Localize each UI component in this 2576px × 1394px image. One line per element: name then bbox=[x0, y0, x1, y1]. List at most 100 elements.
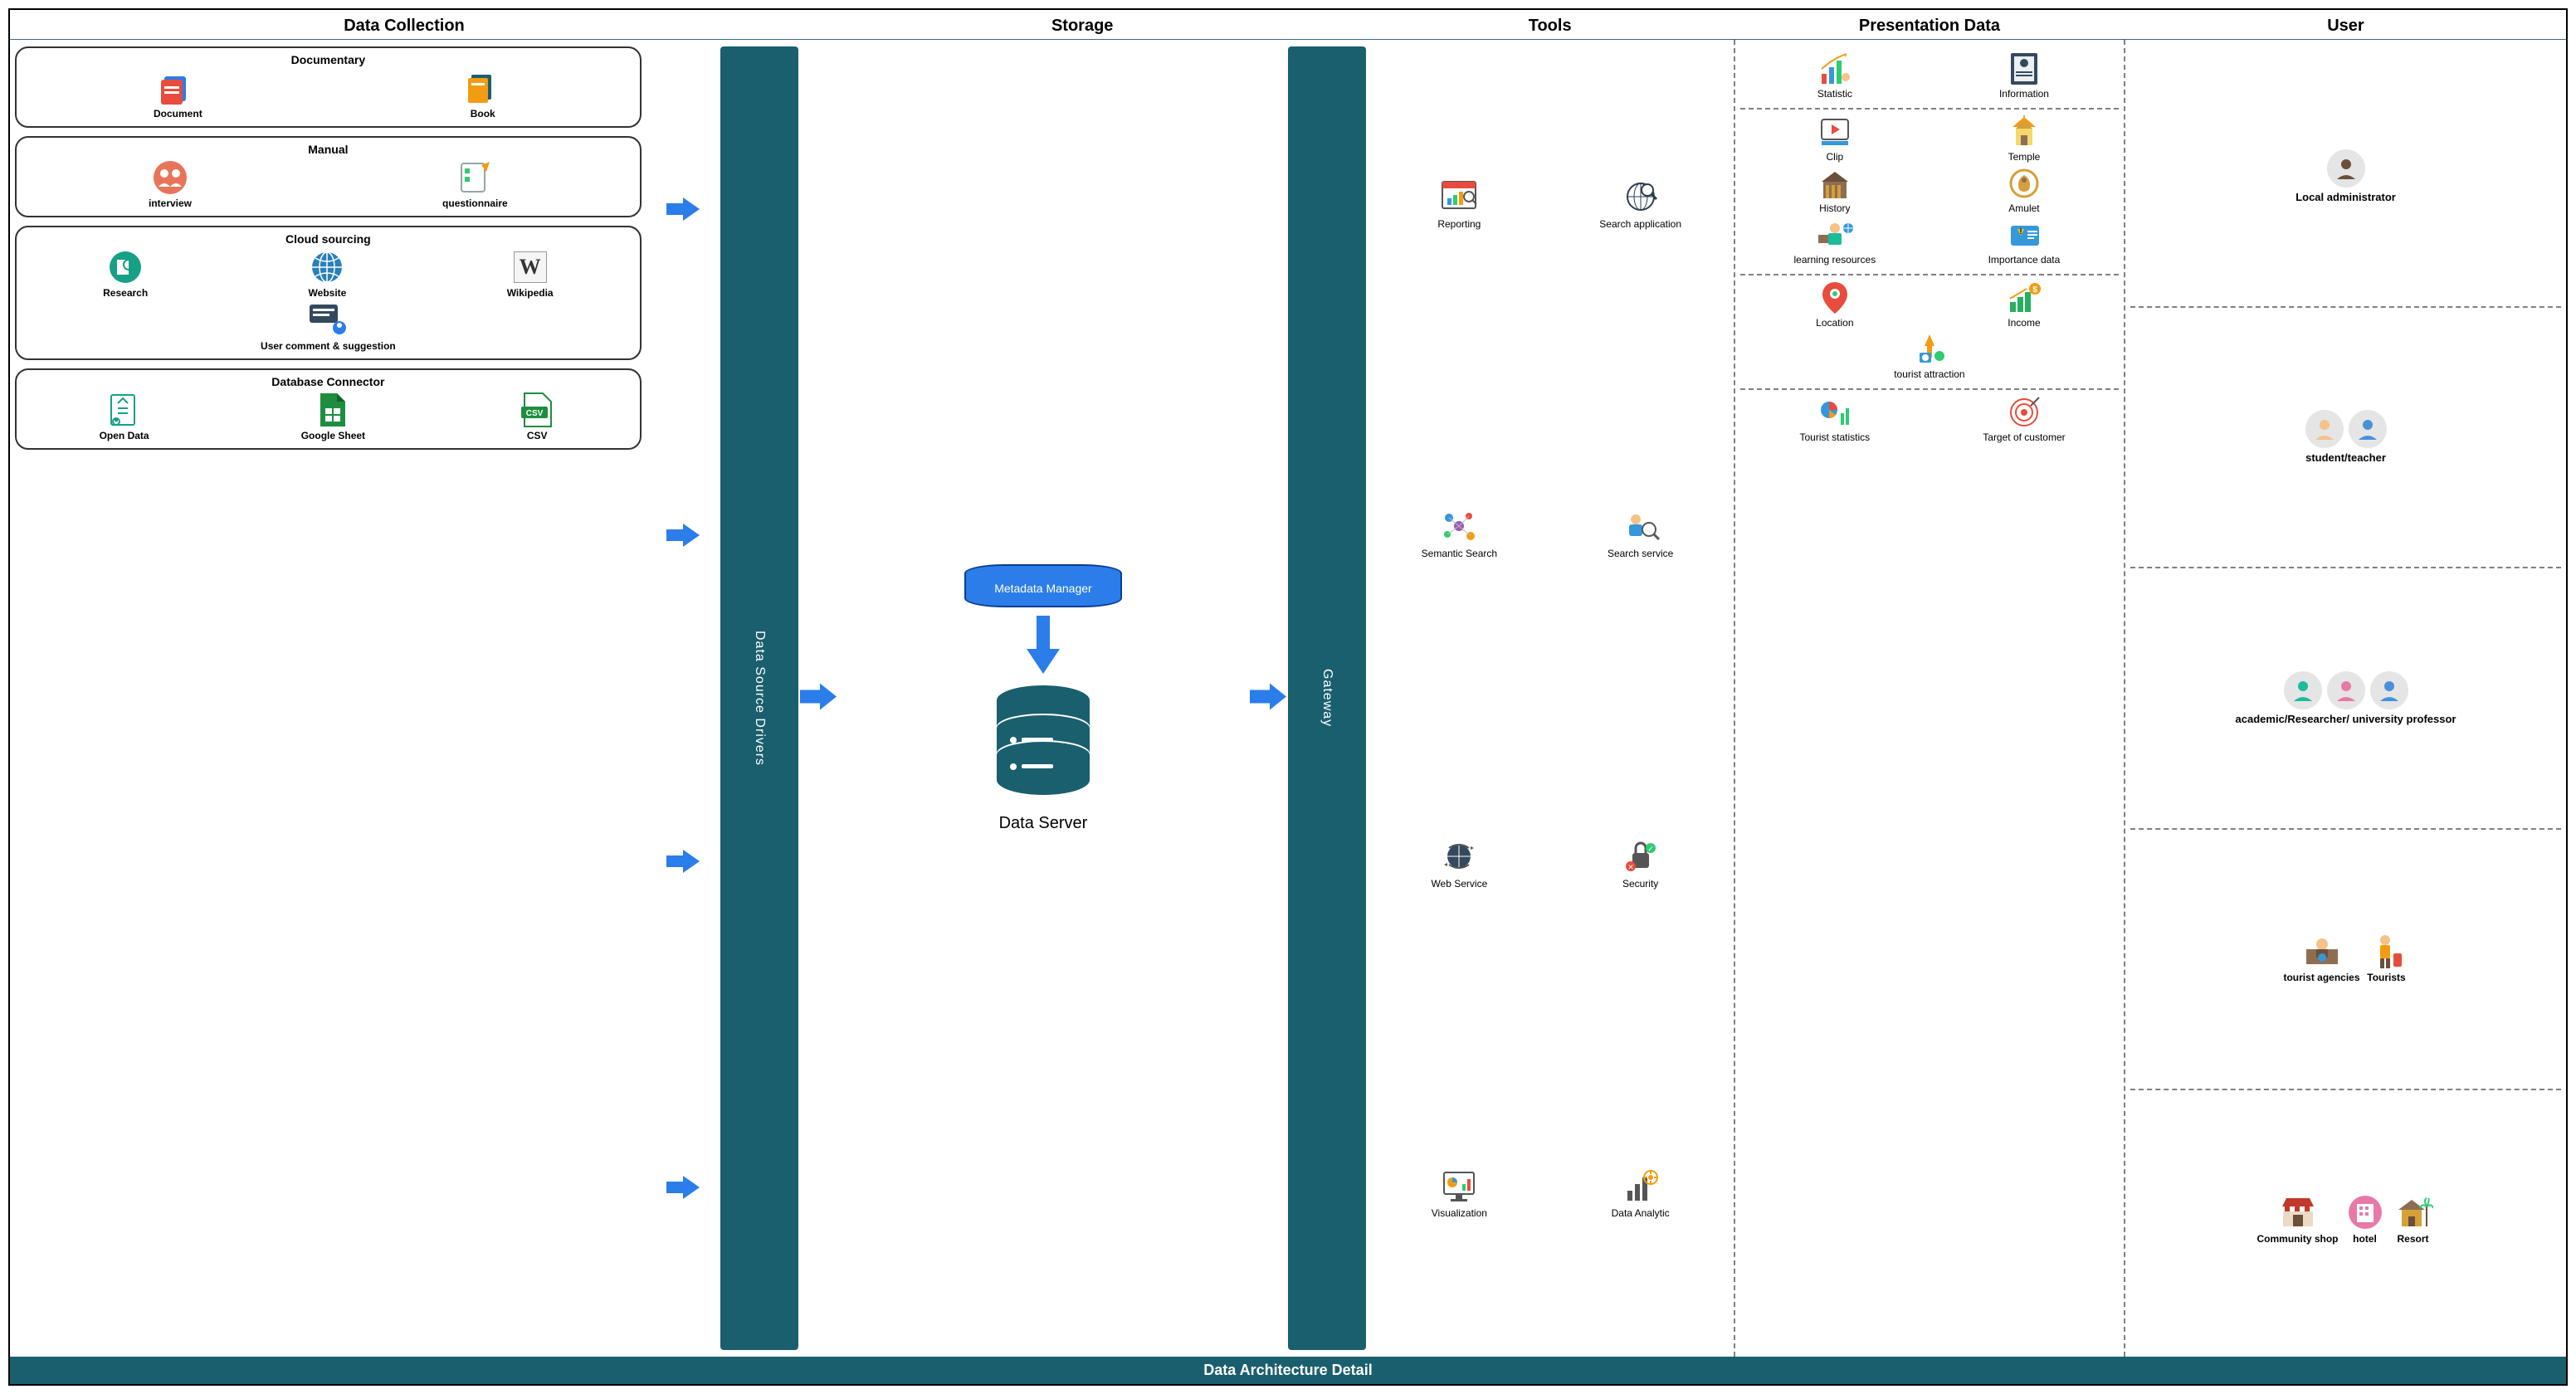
svg-text:✕: ✕ bbox=[1627, 863, 1634, 871]
col-gateway: Gateway bbox=[1288, 40, 1366, 1357]
user-icons: tourist agencies Tourists bbox=[2283, 932, 2408, 983]
header-collection: Data Collection bbox=[10, 17, 798, 36]
header-user: User bbox=[2125, 17, 2566, 36]
present-section: Tourist statistics Target of customer bbox=[1740, 390, 2119, 451]
avatar-icon bbox=[2284, 671, 2322, 709]
present-cell: Target of customer bbox=[1933, 395, 2115, 443]
temple-icon bbox=[2005, 115, 2043, 149]
user-section: student/teacher bbox=[2130, 308, 2561, 569]
tool-cell: Semantic Search bbox=[1373, 507, 1545, 559]
user-custom-icon bbox=[2392, 1193, 2435, 1231]
col-tools: ReportingSearch applicationSemantic Sear… bbox=[1366, 40, 1734, 1357]
present-cell: Tourist statistics bbox=[1744, 395, 1925, 443]
metadata-label: Metadata Manager bbox=[994, 582, 1092, 595]
income-icon: $ bbox=[2005, 280, 2043, 315]
header-presentation: Presentation Data bbox=[1734, 17, 2125, 36]
semantic-search-icon bbox=[1438, 507, 1480, 545]
clip-icon bbox=[1816, 115, 1854, 149]
present-section: ClipTempleHistoryAmuletlearning resource… bbox=[1740, 110, 2119, 275]
book-icon bbox=[463, 70, 503, 106]
col-user: Local administratorstudent/teacher academ… bbox=[2125, 40, 2566, 1357]
present-label: Amulet bbox=[1933, 202, 2115, 214]
present-cell: History bbox=[1744, 166, 1925, 214]
present-label: Importance data bbox=[1933, 254, 2115, 266]
dc-item-label: Open Data bbox=[100, 430, 149, 441]
present-cell: !Importance data bbox=[1933, 217, 2115, 266]
dc-group: DocumentaryDocumentBook bbox=[15, 46, 642, 128]
arrow-right-icon bbox=[666, 521, 700, 549]
user-icons bbox=[2284, 671, 2408, 709]
reporting-icon bbox=[1438, 178, 1480, 216]
present-label: Clip bbox=[1744, 151, 1925, 163]
present-label: Income bbox=[1933, 317, 2115, 329]
present-cell: learning resources bbox=[1744, 217, 1925, 266]
location-icon bbox=[1816, 280, 1854, 315]
dc-item: Open Data bbox=[100, 392, 149, 441]
statistic-icon bbox=[1816, 51, 1854, 86]
dc-item-label: Document bbox=[154, 108, 202, 119]
tool-cell: Web Service bbox=[1373, 837, 1545, 890]
user-item: tourist agencies bbox=[2283, 932, 2359, 983]
dc-item-label: Wikipedia bbox=[507, 287, 554, 299]
dc-item: W Wikipedia bbox=[507, 249, 554, 299]
present-cell: tourist attraction bbox=[1740, 332, 2119, 380]
user-label: academic/Researcher/ university professo… bbox=[2236, 713, 2456, 725]
visualization-icon bbox=[1438, 1167, 1480, 1205]
research-icon bbox=[105, 249, 145, 285]
tool-label: Visualization bbox=[1373, 1207, 1545, 1219]
metadata-manager-cylinder: Metadata Manager bbox=[964, 564, 1122, 607]
diagram-frame: Data Collection Storage Tools Presentati… bbox=[8, 8, 2568, 1386]
dc-item-label: Research bbox=[103, 287, 148, 299]
avatar-icon bbox=[2327, 149, 2365, 188]
col-drivers: Data Source Drivers bbox=[720, 40, 798, 1357]
arrows-collection-to-drivers bbox=[646, 40, 720, 1357]
dc-item-label: interview bbox=[149, 197, 192, 209]
website-icon bbox=[307, 249, 347, 285]
user-item: Tourists bbox=[2365, 932, 2408, 983]
present-cell: Location bbox=[1744, 280, 1925, 329]
web-service-icon bbox=[1438, 837, 1480, 875]
user-item-label: tourist agencies bbox=[2283, 972, 2359, 983]
history-icon bbox=[1816, 166, 1854, 201]
present-cell: Amulet bbox=[1933, 166, 2115, 214]
security-icon: ✓✕ bbox=[1620, 837, 1661, 875]
tool-cell: Data Analytic bbox=[1554, 1167, 1726, 1219]
user-icons: Community shophotelResort bbox=[2257, 1193, 2435, 1245]
wikipedia-icon: W bbox=[510, 249, 550, 285]
col-data-collection: DocumentaryDocumentBookManualinterviewqu… bbox=[10, 40, 646, 1357]
user-section: Local administrator bbox=[2130, 46, 2561, 308]
dc-item: Research bbox=[103, 249, 148, 299]
dc-group: Database ConnectorOpen DataGoogle SheetC… bbox=[15, 368, 642, 450]
tool-cell: Search service bbox=[1554, 507, 1726, 559]
svg-text:$: $ bbox=[2032, 285, 2037, 295]
arrow-drivers-to-server bbox=[800, 680, 837, 717]
arrow-metadata-to-server bbox=[1027, 616, 1060, 674]
present-label: Information bbox=[1933, 88, 2115, 100]
dc-item: Document bbox=[154, 70, 202, 119]
tool-cell: Search application bbox=[1554, 178, 1726, 230]
user-section: Community shophotelResort bbox=[2130, 1090, 2561, 1350]
comment-icon bbox=[308, 302, 348, 339]
present-cell: Statistic bbox=[1744, 51, 1925, 100]
present-section: Statistic Information bbox=[1740, 46, 2119, 110]
arrow-right-icon bbox=[666, 847, 700, 875]
tool-label: Security bbox=[1554, 878, 1726, 890]
document-icon bbox=[158, 70, 198, 106]
attraction-icon bbox=[1910, 332, 1949, 367]
tool-label: Semantic Search bbox=[1373, 548, 1545, 559]
dc-item-label: CSV bbox=[517, 430, 557, 441]
svg-text:CSV: CSV bbox=[526, 409, 544, 418]
interview-icon bbox=[150, 159, 190, 196]
present-cell: Information bbox=[1933, 51, 2115, 100]
present-label: Tourist statistics bbox=[1744, 431, 1925, 443]
dc-item-label: User comment & suggestion bbox=[25, 340, 632, 352]
tool-cell: ✓✕ Security bbox=[1554, 837, 1726, 890]
tool-label: Search application bbox=[1554, 218, 1726, 230]
google-sheet-icon bbox=[313, 392, 353, 428]
dc-item: interview bbox=[149, 159, 192, 209]
arrow-right-icon bbox=[666, 195, 700, 223]
dc-group-title: Cloud sourcing bbox=[25, 232, 632, 246]
tools-row: Semantic Search Search service bbox=[1371, 507, 1729, 559]
present-label: Target of customer bbox=[1933, 431, 2115, 443]
avatar-icon bbox=[2349, 410, 2387, 448]
